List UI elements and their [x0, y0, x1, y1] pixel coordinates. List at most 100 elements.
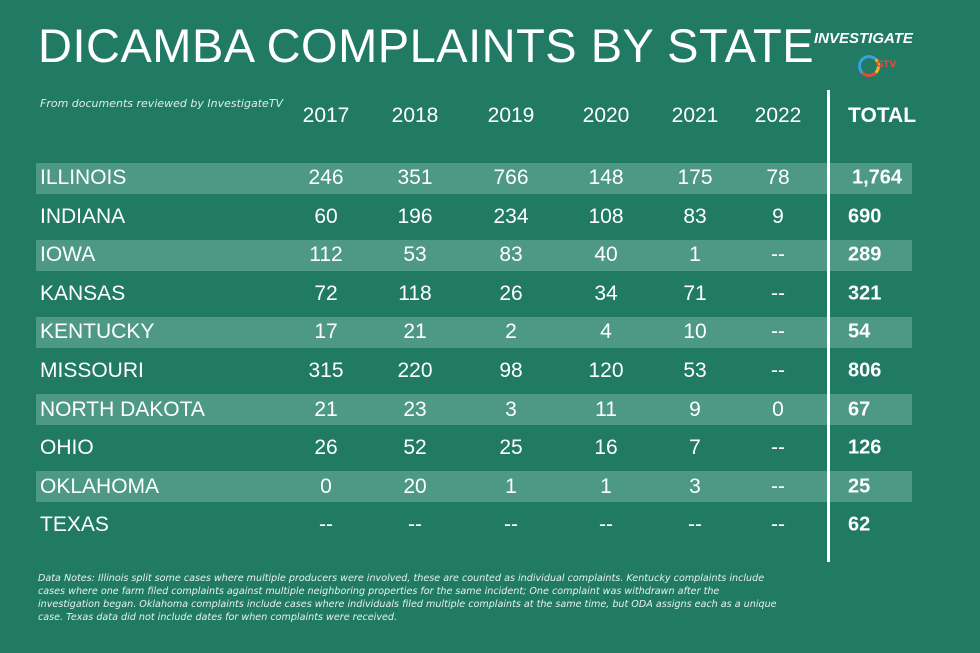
year-cell: -- [771, 359, 785, 382]
year-cell: 16 [594, 436, 618, 460]
year-cell: 21 [314, 397, 338, 421]
state-name: OKLAHOMA [40, 474, 160, 498]
notes: Data Notes: Illinois split some cases wh… [38, 573, 777, 623]
year-cell: 112 [309, 243, 343, 267]
year-cell: 25 [499, 436, 523, 460]
year-cell: 7 [689, 436, 701, 460]
year-cell: 246 [308, 166, 344, 189]
logo-icon [858, 55, 880, 77]
state-name: IOWA [40, 243, 96, 267]
state-name: TEXAS [40, 513, 109, 537]
row-band [36, 471, 912, 503]
title: DICAMBA COMPLAINTS BY STATE [38, 19, 815, 72]
row-band [36, 239, 912, 271]
year-cell: 26 [314, 436, 338, 460]
state-name: KENTUCKY [40, 320, 155, 344]
year-cell: -- [771, 281, 785, 305]
logo: INVESTIGATE [814, 30, 913, 47]
year-cell: 17 [314, 320, 338, 344]
total-cell: 1,764 [852, 166, 903, 189]
state-name: ILLINOIS [40, 166, 127, 189]
year-cell: 234 [493, 204, 529, 228]
year-cell: 72 [314, 281, 338, 305]
year-cell: -- [504, 513, 518, 537]
logo-sub: GTV [876, 60, 897, 70]
state-name: OHIO [40, 436, 94, 460]
year-cell: 60 [314, 204, 338, 228]
year-cell: 766 [493, 166, 529, 189]
row-band [36, 316, 912, 348]
year-cell: 11 [595, 397, 617, 421]
year-cell: 1 [689, 243, 701, 267]
year-cell: -- [599, 513, 613, 537]
total-cell: 806 [848, 359, 882, 382]
year-cell: 52 [403, 436, 427, 460]
year-cell: 26 [499, 281, 523, 305]
year-cell: 196 [397, 204, 433, 228]
year-cell: -- [771, 320, 785, 344]
year-cell: 2 [505, 320, 517, 344]
year-cell: -- [408, 513, 422, 537]
year-cell: 10 [683, 320, 707, 344]
year-cell: 83 [499, 243, 523, 267]
column-header: 2018 [391, 104, 439, 127]
divider [827, 90, 830, 562]
year-cell: 0 [320, 474, 332, 498]
total-cell: 690 [848, 205, 882, 228]
total-cell: 289 [848, 243, 882, 266]
column-header: 2022 [754, 104, 802, 127]
year-cell: -- [771, 474, 785, 498]
total-cell: 67 [848, 398, 871, 421]
state-name: KANSAS [40, 281, 126, 305]
year-cell: 78 [766, 166, 790, 189]
year-cell: 220 [397, 359, 433, 382]
year-cell: 98 [499, 359, 523, 382]
year-cell: 315 [308, 359, 344, 382]
total-cell: 126 [848, 436, 882, 459]
year-cell: 20 [403, 474, 427, 498]
year-cell: 175 [677, 166, 713, 189]
year-cell: -- [771, 436, 785, 460]
column-header: 2017 [302, 104, 350, 127]
year-cell: 23 [403, 397, 427, 421]
year-cell: 3 [505, 397, 517, 421]
row-band [36, 162, 912, 194]
year-cell: 120 [588, 359, 624, 382]
year-cell: 9 [772, 204, 784, 228]
year-cell: 108 [588, 204, 624, 228]
state-name: MISSOURI [40, 359, 144, 382]
total-cell: 62 [848, 513, 871, 536]
column-header: 2020 [582, 104, 630, 127]
year-cell: -- [688, 513, 702, 537]
year-cell: 4 [600, 320, 612, 344]
total-cell: 25 [848, 475, 871, 498]
year-cell: 0 [772, 397, 784, 421]
year-cell: -- [319, 513, 333, 537]
year-cell: 71 [683, 281, 707, 305]
subtitle: From documents reviewed by InvestigateTV [40, 97, 284, 110]
state-name: INDIANA [40, 204, 126, 228]
total-cell: 54 [848, 320, 871, 343]
year-cell: -- [771, 513, 785, 537]
year-cell: 21 [403, 320, 427, 344]
year-cell: 53 [683, 359, 707, 382]
year-cell: 148 [588, 166, 624, 189]
year-cell: 9 [689, 397, 701, 421]
year-cell: 53 [403, 243, 427, 267]
year-cell: 83 [683, 204, 707, 228]
year-cell: 34 [594, 281, 618, 305]
year-cell: 1 [505, 474, 517, 498]
column-header: TOTAL [848, 104, 917, 127]
total-cell: 321 [848, 282, 882, 305]
year-cell: 1 [600, 474, 612, 498]
column-header: 2019 [487, 104, 535, 127]
year-cell: 351 [397, 166, 433, 189]
year-cell: 3 [689, 474, 701, 498]
year-cell: -- [771, 243, 785, 267]
year-cell: 118 [398, 281, 432, 305]
year-cell: 40 [594, 243, 618, 267]
state-name: NORTH DAKOTA [40, 397, 205, 421]
column-header: 2021 [671, 104, 719, 127]
row-band [36, 394, 912, 426]
